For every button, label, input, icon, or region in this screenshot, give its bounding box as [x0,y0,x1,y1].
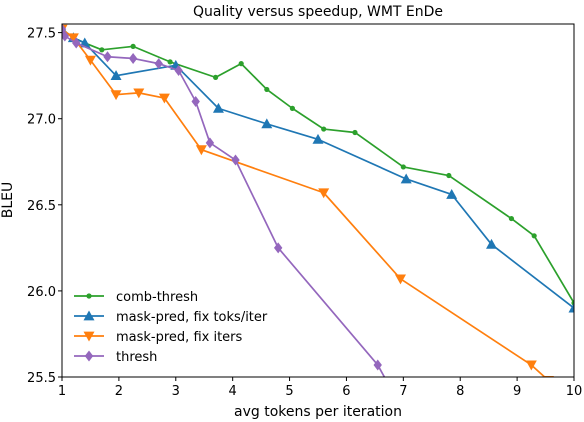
legend-label: mask-pred, fix iters [116,330,243,345]
data-point [213,74,219,80]
data-point [446,172,452,179]
data-point [238,61,244,67]
series-line [62,28,574,309]
data-point [212,102,224,113]
x-tick-label: 6 [342,384,350,399]
data-point [318,188,330,199]
data-point [130,43,136,49]
data-point [312,133,324,144]
data-point [103,51,112,63]
x-tick-label: 9 [513,384,521,399]
legend-label: comb-thresh [116,290,198,305]
data-point [84,55,96,66]
y-tick-label: 27.5 [27,27,56,42]
data-point [158,93,170,104]
data-point [231,154,240,166]
legend-label: mask-pred, fix toks/iter [116,310,268,325]
legend: comb-thresh mask-pred, fix toks/iter mask-… [74,290,268,365]
data-point [83,331,95,342]
data-point [154,58,163,70]
data-point [133,88,145,99]
series-line [62,28,574,304]
series-line [62,28,546,377]
data-point [289,105,295,111]
y-axis-label: BLEU [0,182,16,219]
data-point [110,90,122,101]
data-point [525,360,537,371]
data-point [128,52,138,64]
data-point [446,188,458,199]
data-point [62,24,67,35]
data-point [67,33,79,44]
x-tick-label: 7 [399,384,407,399]
x-tick-label: 2 [115,384,123,399]
data-point [264,86,270,93]
data-point [84,350,94,362]
data-point [205,137,215,149]
data-point [568,302,574,313]
series-layer [62,24,574,391]
data-point [261,118,273,129]
data-point [83,310,95,321]
legend-label: thresh [116,350,157,365]
data-point [385,380,393,391]
data-point [110,70,122,81]
x-tick-label: 10 [566,384,583,399]
data-point [352,129,358,136]
data-point [400,173,412,184]
data-point [542,376,554,377]
data-point [373,359,382,371]
y-tick-label: 26.5 [27,199,56,214]
chart-title: Quality versus speedup, WMT EnDe [193,4,443,20]
x-axis-label: avg tokens per iteration [234,404,402,420]
y-tick-label: 26.0 [27,285,56,300]
data-point [508,215,515,222]
x-tick-label: 8 [456,384,464,399]
x-tick-label: 5 [285,384,293,399]
data-point [486,238,498,249]
data-point [167,59,173,65]
y-tick-label: 27.0 [27,113,56,128]
data-point [321,126,327,132]
y-axis: 25.5 26.0 26.5 27.0 27.5 [27,27,62,386]
data-point [72,37,81,49]
data-point [86,293,92,299]
data-point [273,242,283,254]
plot-frame [61,23,575,378]
data-point [531,233,537,239]
x-tick-label: 4 [229,384,237,399]
data-point [99,47,105,53]
x-tick-label: 3 [172,384,180,399]
data-point [400,164,406,170]
data-point [394,274,406,285]
data-point [62,30,70,42]
data-point [191,95,200,107]
data-point [174,64,183,76]
x-axis: 1 2 3 4 5 6 7 8 9 10 [58,377,582,399]
data-point [195,145,207,156]
x-tick-label: 1 [58,384,66,399]
y-tick-label: 25.5 [27,371,56,386]
